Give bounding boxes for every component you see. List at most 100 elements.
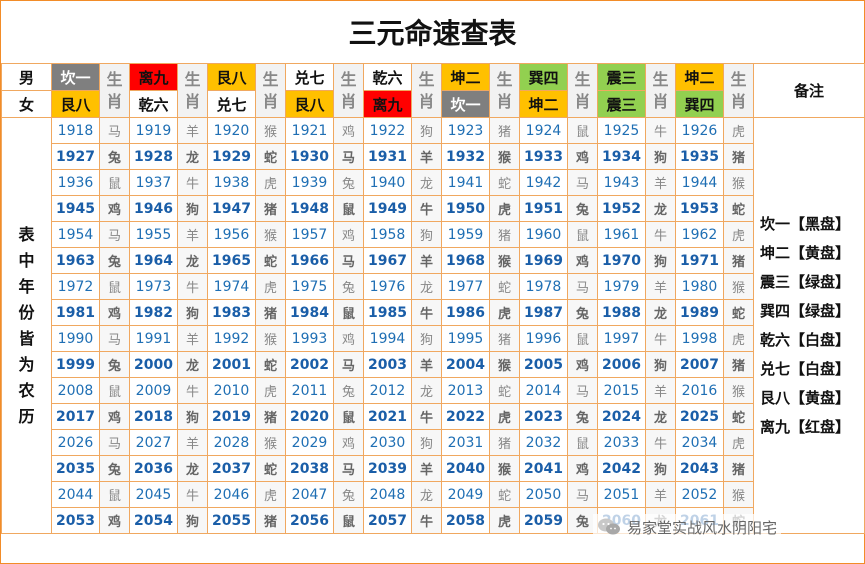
zodiac-cell: 马: [99, 117, 130, 144]
table-row: 2044 鼠 2045 牛 2046 虎 2047 兔 2048 龙 2049 蛇 2050 马 2051 羊…: [2, 481, 865, 508]
year-cell: 1943: [597, 169, 646, 196]
year-cell: 2048: [363, 481, 412, 508]
year-cell: 1969: [519, 247, 568, 274]
table-row: 1945 鸡 1946 狗 1947 猪 1948 鼠 1949 牛 1950 虎 1951 兔 1952 龙…: [2, 195, 865, 222]
table-row: 1999 兔 2000 龙 2001 蛇 2002 马 2003 羊 2004 猴 2005 鸡 2006 狗…: [2, 351, 865, 378]
zodiac-header-label: 生肖: [652, 69, 669, 111]
zodiac-cell: 蛇: [489, 377, 520, 404]
year-cell: 2051: [597, 481, 646, 508]
zodiac-cell: 鸡: [99, 403, 130, 430]
year-cell: 1999: [51, 351, 100, 378]
year-cell: 2041: [519, 455, 568, 482]
female-label: 女: [1, 90, 52, 118]
zodiac-header-label: 生肖: [184, 69, 201, 111]
year-cell: 1970: [597, 247, 646, 274]
year-cell: 1962: [675, 221, 724, 248]
zodiac-cell: 兔: [333, 377, 364, 404]
zodiac-cell: 马: [567, 377, 598, 404]
zodiac-cell: 马: [99, 429, 130, 456]
zodiac-cell: 鸡: [333, 325, 364, 352]
year-cell: 2047: [285, 481, 334, 508]
year-cell: 1971: [675, 247, 724, 274]
year-cell: 1952: [597, 195, 646, 222]
table-row: 2017 鸡 2018 狗 2019 猪 2020 鼠 2021 牛 2022 虎 2023 兔 2024 龙…: [2, 403, 865, 430]
year-cell: 1990: [51, 325, 100, 352]
year-cell: 2036: [129, 455, 178, 482]
year-cell: 1976: [363, 273, 412, 300]
female-gua-cell: 巽四: [675, 90, 724, 118]
zodiac-cell: 兔: [333, 169, 364, 196]
year-cell: 1994: [363, 325, 412, 352]
zodiac-cell: 虎: [255, 481, 286, 508]
zodiac-cell: 猴: [255, 221, 286, 248]
zodiac-cell: 龙: [177, 143, 208, 170]
year-cell: 2023: [519, 403, 568, 430]
year-cell: 1938: [207, 169, 256, 196]
zodiac-cell: 虎: [723, 221, 754, 248]
year-cell: 1921: [285, 117, 334, 144]
zodiac-cell: 鼠: [333, 299, 364, 326]
zodiac-header: 生肖: [723, 63, 754, 118]
note-item: 巽四【绿盘】: [760, 301, 851, 320]
year-cell: 1974: [207, 273, 256, 300]
year-cell: 1942: [519, 169, 568, 196]
zodiac-cell: 狗: [411, 325, 442, 352]
year-cell: 1968: [441, 247, 490, 274]
year-cell: 2011: [285, 377, 334, 404]
zodiac-header-label: 生肖: [496, 69, 513, 111]
year-cell: 1918: [51, 117, 100, 144]
zodiac-cell: 猪: [489, 325, 520, 352]
zodiac-cell: 猴: [723, 169, 754, 196]
zodiac-cell: 牛: [411, 299, 442, 326]
note-item: 乾六【白盘】: [760, 330, 851, 349]
year-cell: 2020: [285, 403, 334, 430]
zodiac-cell: 羊: [411, 247, 442, 274]
year-cell: 1992: [207, 325, 256, 352]
zodiac-cell: 鸡: [333, 117, 364, 144]
zodiac-cell: 虎: [489, 507, 520, 534]
year-cell: 2004: [441, 351, 490, 378]
year-cell: 1939: [285, 169, 334, 196]
year-cell: 1936: [51, 169, 100, 196]
zodiac-cell: 羊: [411, 455, 442, 482]
year-cell: 2012: [363, 377, 412, 404]
zodiac-cell: 牛: [411, 507, 442, 534]
zodiac-cell: 马: [567, 169, 598, 196]
zodiac-cell: 牛: [177, 273, 208, 300]
year-cell: 1980: [675, 273, 724, 300]
watermark: 易家堂实战风水阴阳宅: [593, 514, 782, 540]
zodiac-cell: 狗: [411, 221, 442, 248]
zodiac-cell: 马: [99, 325, 130, 352]
year-cell: 2029: [285, 429, 334, 456]
zodiac-header: 生肖: [645, 63, 676, 118]
zodiac-cell: 猴: [255, 117, 286, 144]
table-row: 2008 鼠 2009 牛 2010 虎 2011 兔 2012 龙 2013 蛇 2014 马 2015 羊…: [2, 377, 865, 404]
zodiac-cell: 蛇: [255, 455, 286, 482]
year-cell: 2058: [441, 507, 490, 534]
year-cell: 2006: [597, 351, 646, 378]
year-cell: 2025: [675, 403, 724, 430]
zodiac-cell: 鼠: [567, 117, 598, 144]
year-cell: 1924: [519, 117, 568, 144]
zodiac-cell: 虎: [489, 403, 520, 430]
year-cell: 1989: [675, 299, 724, 326]
table-row: 2035 兔 2036 龙 2037 蛇 2038 马 2039 羊 2040 猴 2041 鸡 2042 狗…: [2, 455, 865, 482]
year-cell: 1951: [519, 195, 568, 222]
male-gua-cell: 震三: [597, 63, 646, 91]
year-cell: 1949: [363, 195, 412, 222]
year-cell: 1960: [519, 221, 568, 248]
note-item: 坎一【黑盘】: [760, 214, 851, 233]
zodiac-header: 生肖: [99, 63, 130, 118]
zodiac-cell: 鸡: [567, 143, 598, 170]
zodiac-header-label: 生肖: [730, 69, 747, 111]
year-cell: 1932: [441, 143, 490, 170]
year-cell: 2031: [441, 429, 490, 456]
year-cell: 1961: [597, 221, 646, 248]
year-cell: 1981: [51, 299, 100, 326]
zodiac-cell: 鸡: [567, 351, 598, 378]
zodiac-cell: 狗: [177, 507, 208, 534]
zodiac-cell: 虎: [723, 117, 754, 144]
zodiac-cell: 猪: [723, 247, 754, 274]
year-cell: 2054: [129, 507, 178, 534]
